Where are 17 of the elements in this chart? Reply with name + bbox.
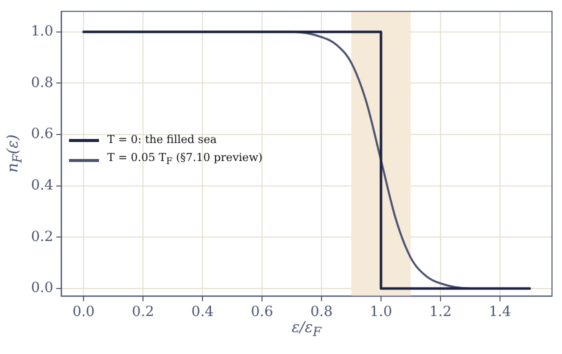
x-tick-label: 0.8 (310, 304, 333, 320)
x-tick-label: 0.4 (191, 304, 214, 320)
x-tick-label: 0.2 (132, 304, 154, 320)
legend-label: T = 0.05 T$_{F}$ (§7.10 preview) (107, 150, 263, 170)
y-tick-label: 0.8 (31, 74, 54, 91)
y-tick-label: 0.2 (31, 228, 54, 245)
y-tick-label: 0.6 (31, 126, 54, 142)
x-axis-title: ε/ε$_{F}$ (292, 318, 322, 339)
x-tick-label: 1.2 (429, 304, 452, 320)
y-tick-label: 1.0 (31, 24, 54, 40)
x-tick-label: 0.6 (250, 304, 274, 320)
y-tick-label: 0.0 (31, 280, 54, 296)
x-tick-label: 1.0 (370, 304, 392, 320)
x-tick-label: 0.0 (72, 304, 95, 320)
y-tick-label: 0.4 (31, 178, 54, 194)
x-tick-label: 1.4 (488, 304, 512, 320)
legend-label: T = 0: the filled sea (107, 132, 217, 148)
